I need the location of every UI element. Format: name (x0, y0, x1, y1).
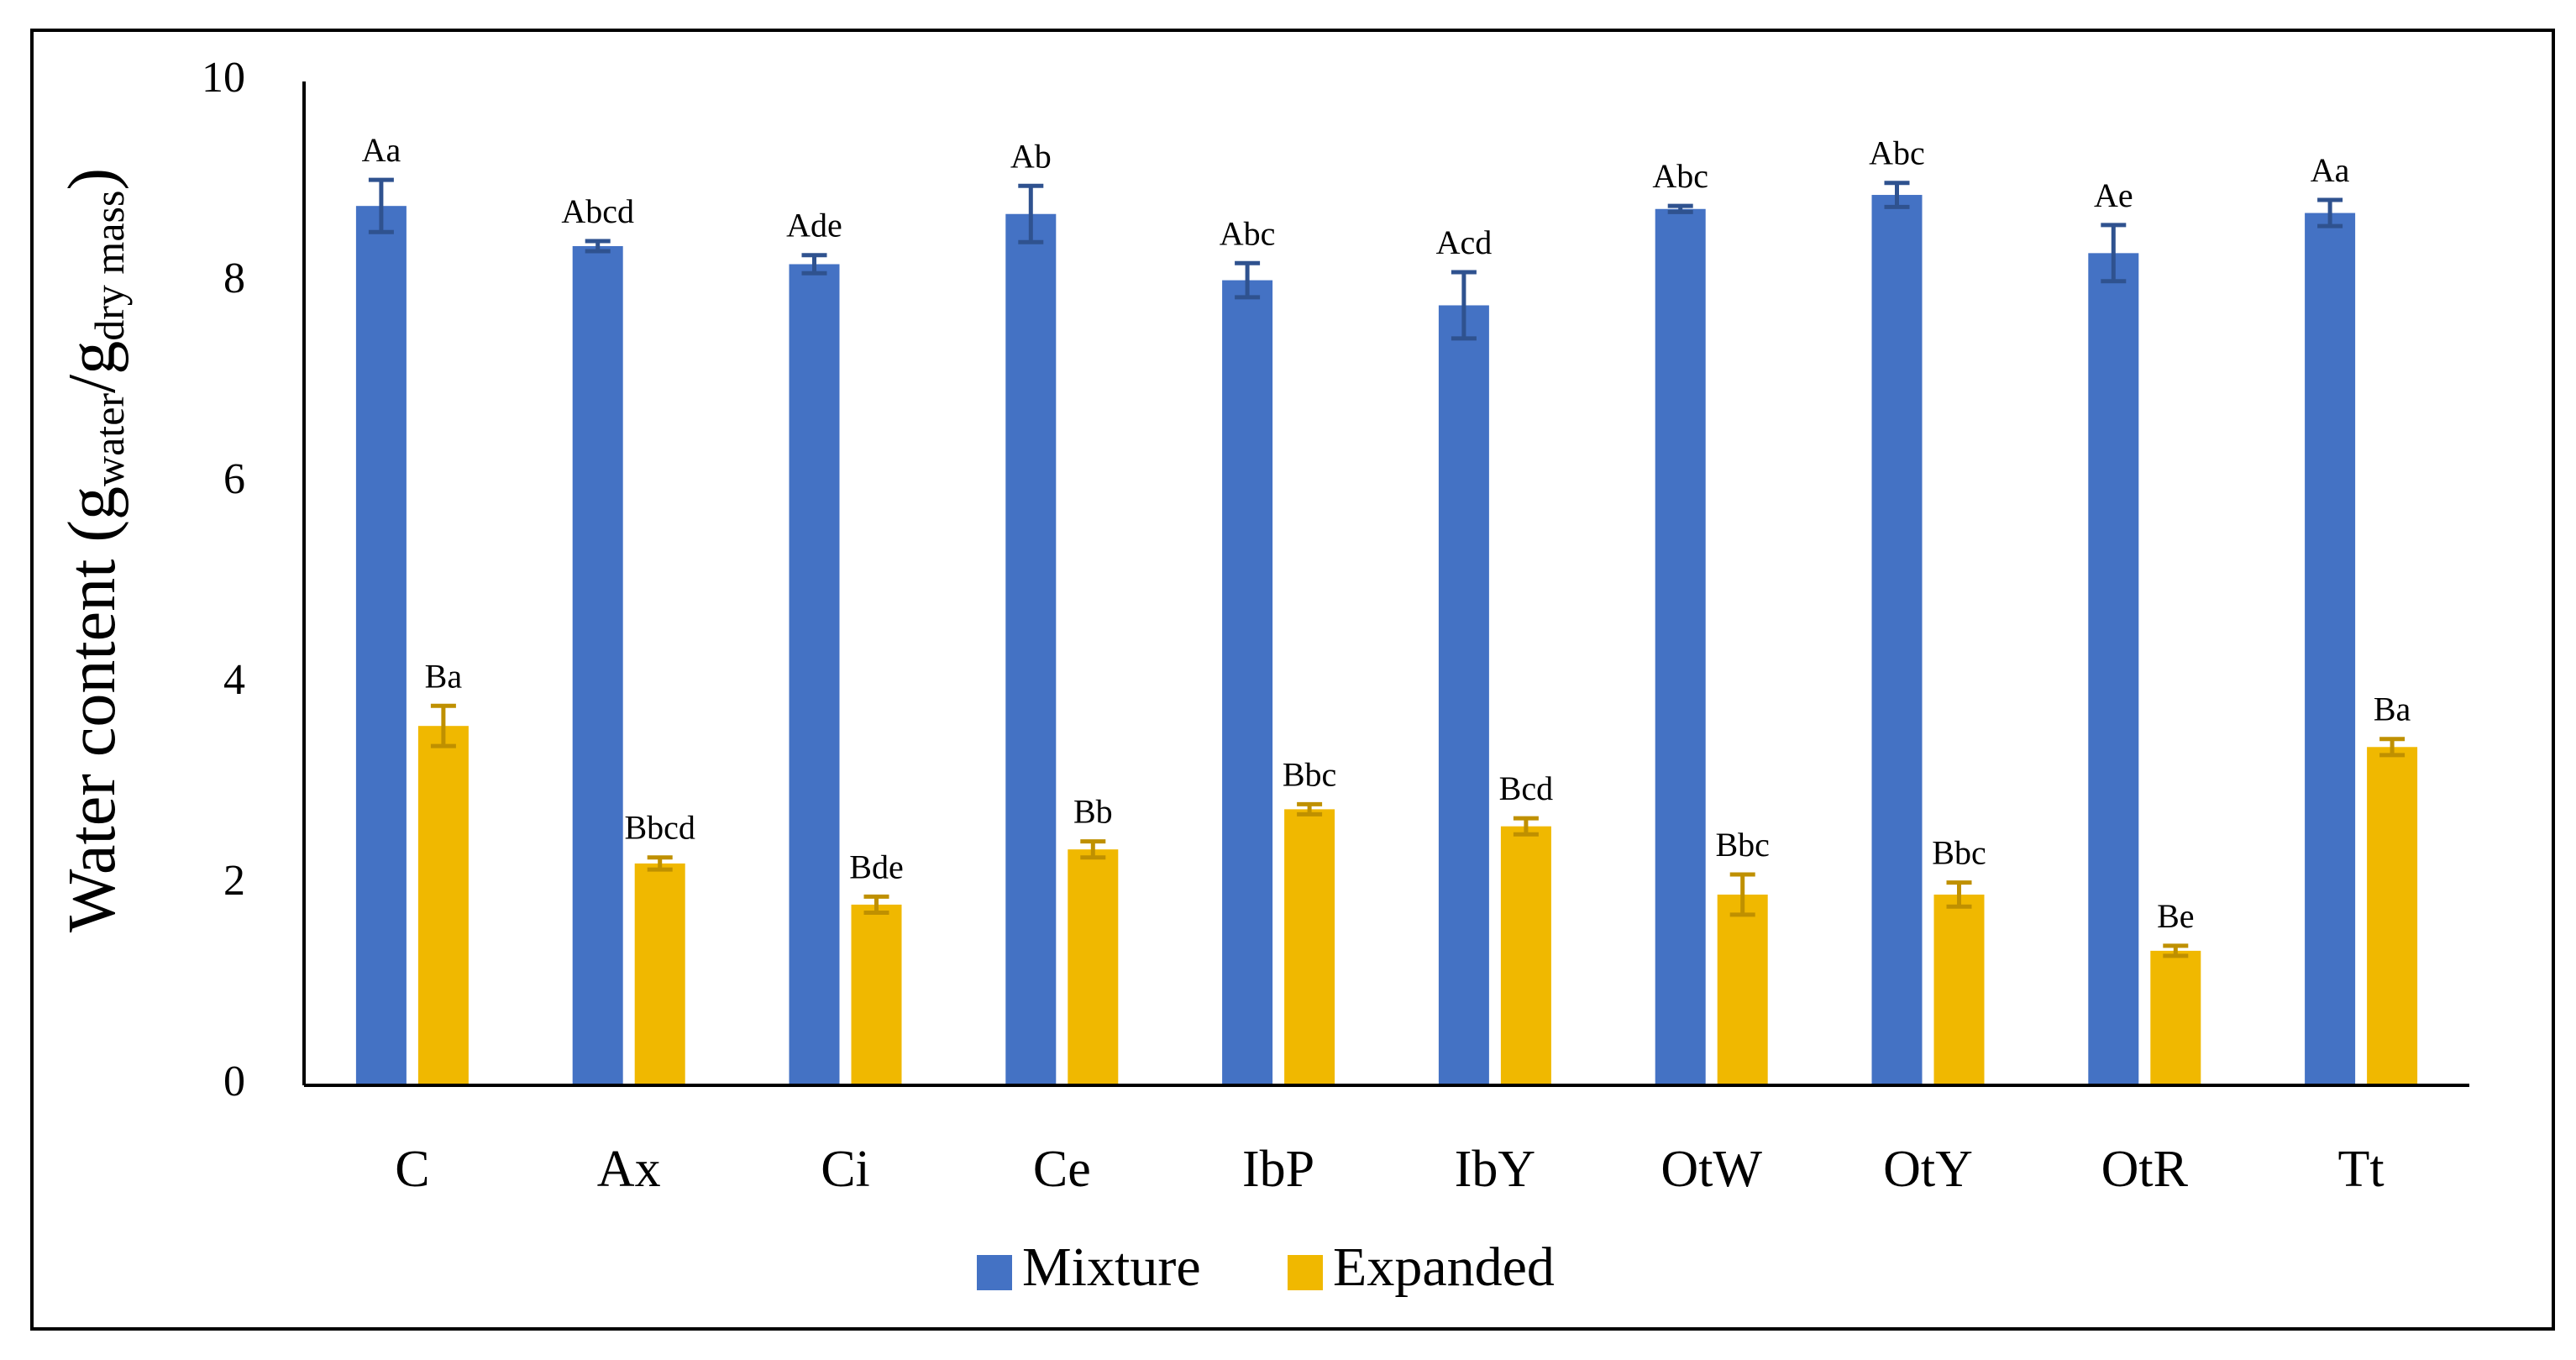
significance-label: Ab (1010, 137, 1052, 175)
significance-labels: Aa Ba Abcd Bbcd Ade Bde Ab Bb Abc Bbc Acd Bcd Abc Bbc… (362, 131, 2411, 935)
bar-mixture-ax (572, 245, 623, 1086)
category-labels: C Ax Ci Ce IbP IbY OtW OtY OtR Tt (395, 1141, 2384, 1198)
y-axis-label-prefix: Water content (g (55, 486, 129, 932)
y-tick-label: 8 (223, 255, 245, 302)
y-tick-label: 6 (223, 455, 245, 503)
bar-mixture-oty (1871, 195, 1923, 1085)
error-bars (368, 177, 2405, 958)
y-tick-label: 2 (223, 857, 245, 905)
significance-label: Aa (362, 131, 401, 169)
significance-label: Ba (2374, 691, 2411, 728)
bar-mixture-iby (1438, 305, 1489, 1085)
x-category-label: OtY (1883, 1141, 1973, 1198)
bar-expanded-c (417, 726, 469, 1085)
significance-label: Aa (2311, 151, 2350, 189)
significance-label: Bbc (1715, 826, 1769, 864)
bar-mixture-ibp (1222, 280, 1273, 1085)
bar-expanded-otr (2150, 950, 2201, 1085)
significance-label: Be (2157, 897, 2194, 935)
y-axis-label-suffix: ) (55, 168, 129, 191)
bar-mixture-ce (1005, 213, 1057, 1086)
bar-expanded-ax (634, 863, 685, 1085)
bar-expanded-ci (851, 904, 902, 1085)
legend-swatch-mixture (977, 1255, 1012, 1290)
x-category-label: C (395, 1141, 429, 1198)
x-category-label: Tt (2338, 1141, 2385, 1198)
significance-label: Abc (1869, 134, 1925, 172)
y-tick-label: 10 (202, 54, 245, 102)
legend-swatch-expanded (1288, 1255, 1323, 1290)
y-axis-label-sub-dry-mass: dry mass (86, 191, 133, 341)
bar-mixture-tt (2305, 213, 2356, 1085)
significance-label: Bde (849, 848, 903, 885)
bar-expanded-iby (1500, 826, 1551, 1085)
significance-label: Abc (1652, 157, 1708, 195)
bar-expanded-ce (1068, 849, 1119, 1085)
bar-mixture-otr (2088, 253, 2139, 1086)
y-axis-label-slash: /g (55, 341, 129, 393)
bars (355, 195, 2418, 1086)
bar-expanded-tt (2367, 747, 2418, 1085)
significance-label: Bbc (1932, 834, 1986, 872)
x-category-label: IbP (1242, 1141, 1314, 1198)
significance-label: Bbcd (624, 809, 695, 847)
significance-label: Ae (2094, 176, 2133, 214)
bar-mixture-ci (789, 264, 840, 1085)
y-tick-label: 4 (223, 656, 245, 704)
significance-label: Bb (1073, 793, 1113, 831)
significance-label: Abcd (561, 192, 634, 230)
bar-mixture-c (355, 206, 407, 1086)
x-category-label: Ce (1033, 1141, 1091, 1198)
significance-label: Bbc (1283, 755, 1336, 793)
x-category-label: Ci (821, 1141, 870, 1198)
significance-label: Ba (425, 657, 463, 695)
y-axis-label: Water content (gwater/gdry mass) (55, 168, 133, 932)
bar-expanded-otw (1717, 894, 1768, 1085)
svg-text:Water content (gwater/gdry mas: Water content (gwater/gdry mass) (55, 168, 133, 932)
y-tick-label: 0 (223, 1058, 245, 1105)
y-axis-ticks: 0 2 4 6 8 10 (202, 54, 245, 1105)
bar-mixture-otw (1655, 208, 1706, 1085)
legend-label-mixture: Mixture (1022, 1237, 1201, 1298)
legend: Mixture Expanded (977, 1237, 1555, 1298)
x-category-label: Ax (597, 1141, 661, 1198)
x-category-label: IbY (1455, 1141, 1535, 1198)
x-category-label: OtW (1660, 1141, 1762, 1198)
significance-label: Acd (1436, 223, 1493, 261)
bar-expanded-oty (1933, 894, 1985, 1085)
significance-label: Bcd (1499, 769, 1553, 807)
y-axis-label-sub-water: water (86, 393, 133, 486)
legend-label-expanded: Expanded (1333, 1237, 1555, 1298)
significance-label: Abc (1220, 214, 1276, 252)
bar-expanded-ibp (1284, 809, 1335, 1085)
significance-label: Ade (786, 207, 842, 244)
x-category-label: OtR (2101, 1141, 2189, 1198)
